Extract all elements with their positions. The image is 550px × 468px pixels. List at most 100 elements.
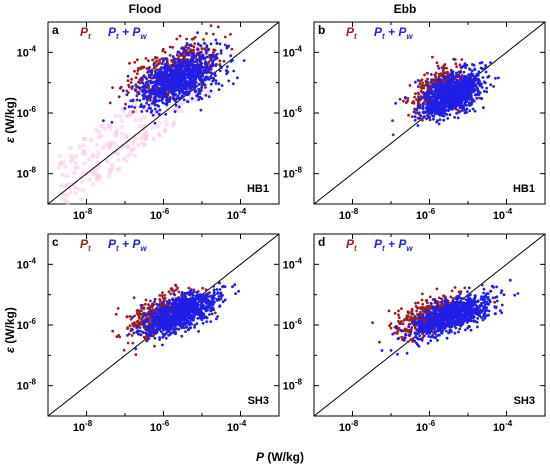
scatter-point bbox=[181, 46, 184, 50]
scatter-point bbox=[160, 78, 164, 81]
scatter-point bbox=[185, 61, 189, 64]
scatter-point bbox=[211, 303, 215, 306]
highlight-mark bbox=[113, 113, 118, 118]
scatter-point bbox=[406, 314, 410, 318]
scatter-point bbox=[452, 57, 456, 61]
scatter-point bbox=[465, 63, 469, 67]
scatter-point bbox=[417, 85, 420, 88]
legend-pt-sub: t bbox=[354, 32, 357, 41]
scatter-point bbox=[182, 307, 185, 310]
x-tick-label-exp: -4 bbox=[505, 207, 513, 216]
scatter-point bbox=[176, 86, 180, 90]
column-title-ebb: Ebb bbox=[394, 2, 417, 16]
scatter-point bbox=[182, 59, 186, 63]
scatter-point bbox=[155, 82, 159, 86]
scatter-point bbox=[189, 321, 192, 324]
scatter-point bbox=[428, 101, 432, 104]
scatter-point bbox=[151, 58, 155, 62]
scatter-point bbox=[453, 116, 456, 119]
scatter-point bbox=[192, 45, 196, 49]
scatter-point bbox=[144, 57, 148, 60]
scatter-point bbox=[172, 94, 175, 97]
scatter-point bbox=[183, 293, 187, 297]
scatter-point bbox=[152, 76, 156, 80]
scatter-point bbox=[414, 301, 417, 305]
scatter-point bbox=[201, 74, 205, 78]
scatter-point bbox=[480, 86, 484, 89]
scatter-point bbox=[433, 73, 437, 77]
scatter-point bbox=[217, 82, 221, 86]
scatter-point bbox=[174, 66, 178, 70]
highlight-mark bbox=[158, 133, 163, 138]
scatter-point bbox=[422, 91, 425, 94]
scatter-point bbox=[131, 328, 134, 332]
scatter-point bbox=[394, 101, 397, 105]
scatter-point bbox=[179, 78, 182, 82]
scatter-point bbox=[197, 98, 201, 101]
scatter-point bbox=[464, 99, 468, 103]
scatter-point bbox=[184, 330, 187, 333]
scatter-point bbox=[462, 92, 466, 95]
scatter-point bbox=[416, 111, 420, 115]
scatter-point bbox=[476, 87, 479, 90]
scatter-point bbox=[426, 71, 429, 75]
scatter-point bbox=[185, 37, 189, 41]
scatter-point bbox=[198, 54, 201, 57]
scatter-point bbox=[169, 83, 173, 87]
scatter-point bbox=[200, 86, 204, 89]
scatter-point bbox=[416, 79, 420, 82]
y-tick-label-exp: -8 bbox=[29, 378, 37, 387]
scatter-point bbox=[214, 53, 218, 57]
scatter-point bbox=[389, 326, 393, 330]
scatter-point bbox=[209, 57, 213, 61]
scatter-point bbox=[398, 97, 402, 101]
scatter-point bbox=[396, 330, 399, 333]
scatter-point bbox=[163, 50, 167, 54]
scatter-point bbox=[413, 95, 416, 99]
scatter-point bbox=[484, 64, 487, 67]
scatter-point bbox=[165, 68, 168, 72]
scatter-point bbox=[162, 80, 165, 84]
highlight-mark bbox=[72, 170, 77, 175]
scatter-point bbox=[220, 84, 224, 87]
scatter-point bbox=[415, 108, 419, 112]
scatter-point bbox=[158, 327, 162, 331]
x-tick-label-exp: -6 bbox=[428, 207, 436, 216]
scatter-point bbox=[167, 319, 171, 322]
scatter-point bbox=[155, 322, 159, 326]
scatter-point bbox=[160, 301, 164, 305]
scatter-point bbox=[164, 336, 168, 340]
scatter-point bbox=[413, 107, 416, 111]
scatter-point bbox=[200, 97, 204, 101]
scatter-point bbox=[471, 73, 474, 76]
y-tick-label-exp: -8 bbox=[295, 378, 303, 387]
highlight-mark bbox=[96, 135, 101, 140]
highlight-mark bbox=[69, 159, 74, 164]
scatter-point bbox=[194, 55, 198, 59]
scatter-point bbox=[161, 336, 165, 339]
scatter-point bbox=[128, 315, 132, 318]
scatter-point bbox=[433, 79, 436, 82]
scatter-point bbox=[397, 313, 400, 317]
scatter-point bbox=[456, 96, 460, 100]
scatter-point bbox=[110, 120, 114, 124]
scatter-point bbox=[480, 97, 484, 100]
scatter-point bbox=[188, 63, 191, 67]
one-to-one-line bbox=[47, 21, 280, 205]
scatter-point bbox=[133, 88, 137, 91]
scatter-point bbox=[435, 120, 438, 124]
scatter-point bbox=[174, 104, 178, 107]
highlight-mark bbox=[121, 157, 126, 162]
highlight-mark bbox=[186, 77, 191, 82]
scatter-point bbox=[168, 77, 172, 81]
scatter-point bbox=[163, 327, 167, 331]
scatter-point bbox=[150, 102, 154, 105]
scatter-point bbox=[226, 65, 229, 69]
scatter-point bbox=[177, 290, 181, 294]
highlight-mark bbox=[174, 108, 179, 113]
scatter-point bbox=[455, 78, 459, 82]
scatter-point bbox=[485, 86, 489, 90]
scatter-point bbox=[130, 105, 134, 108]
highlight-mark bbox=[133, 137, 138, 142]
highlight-mark bbox=[91, 154, 96, 159]
